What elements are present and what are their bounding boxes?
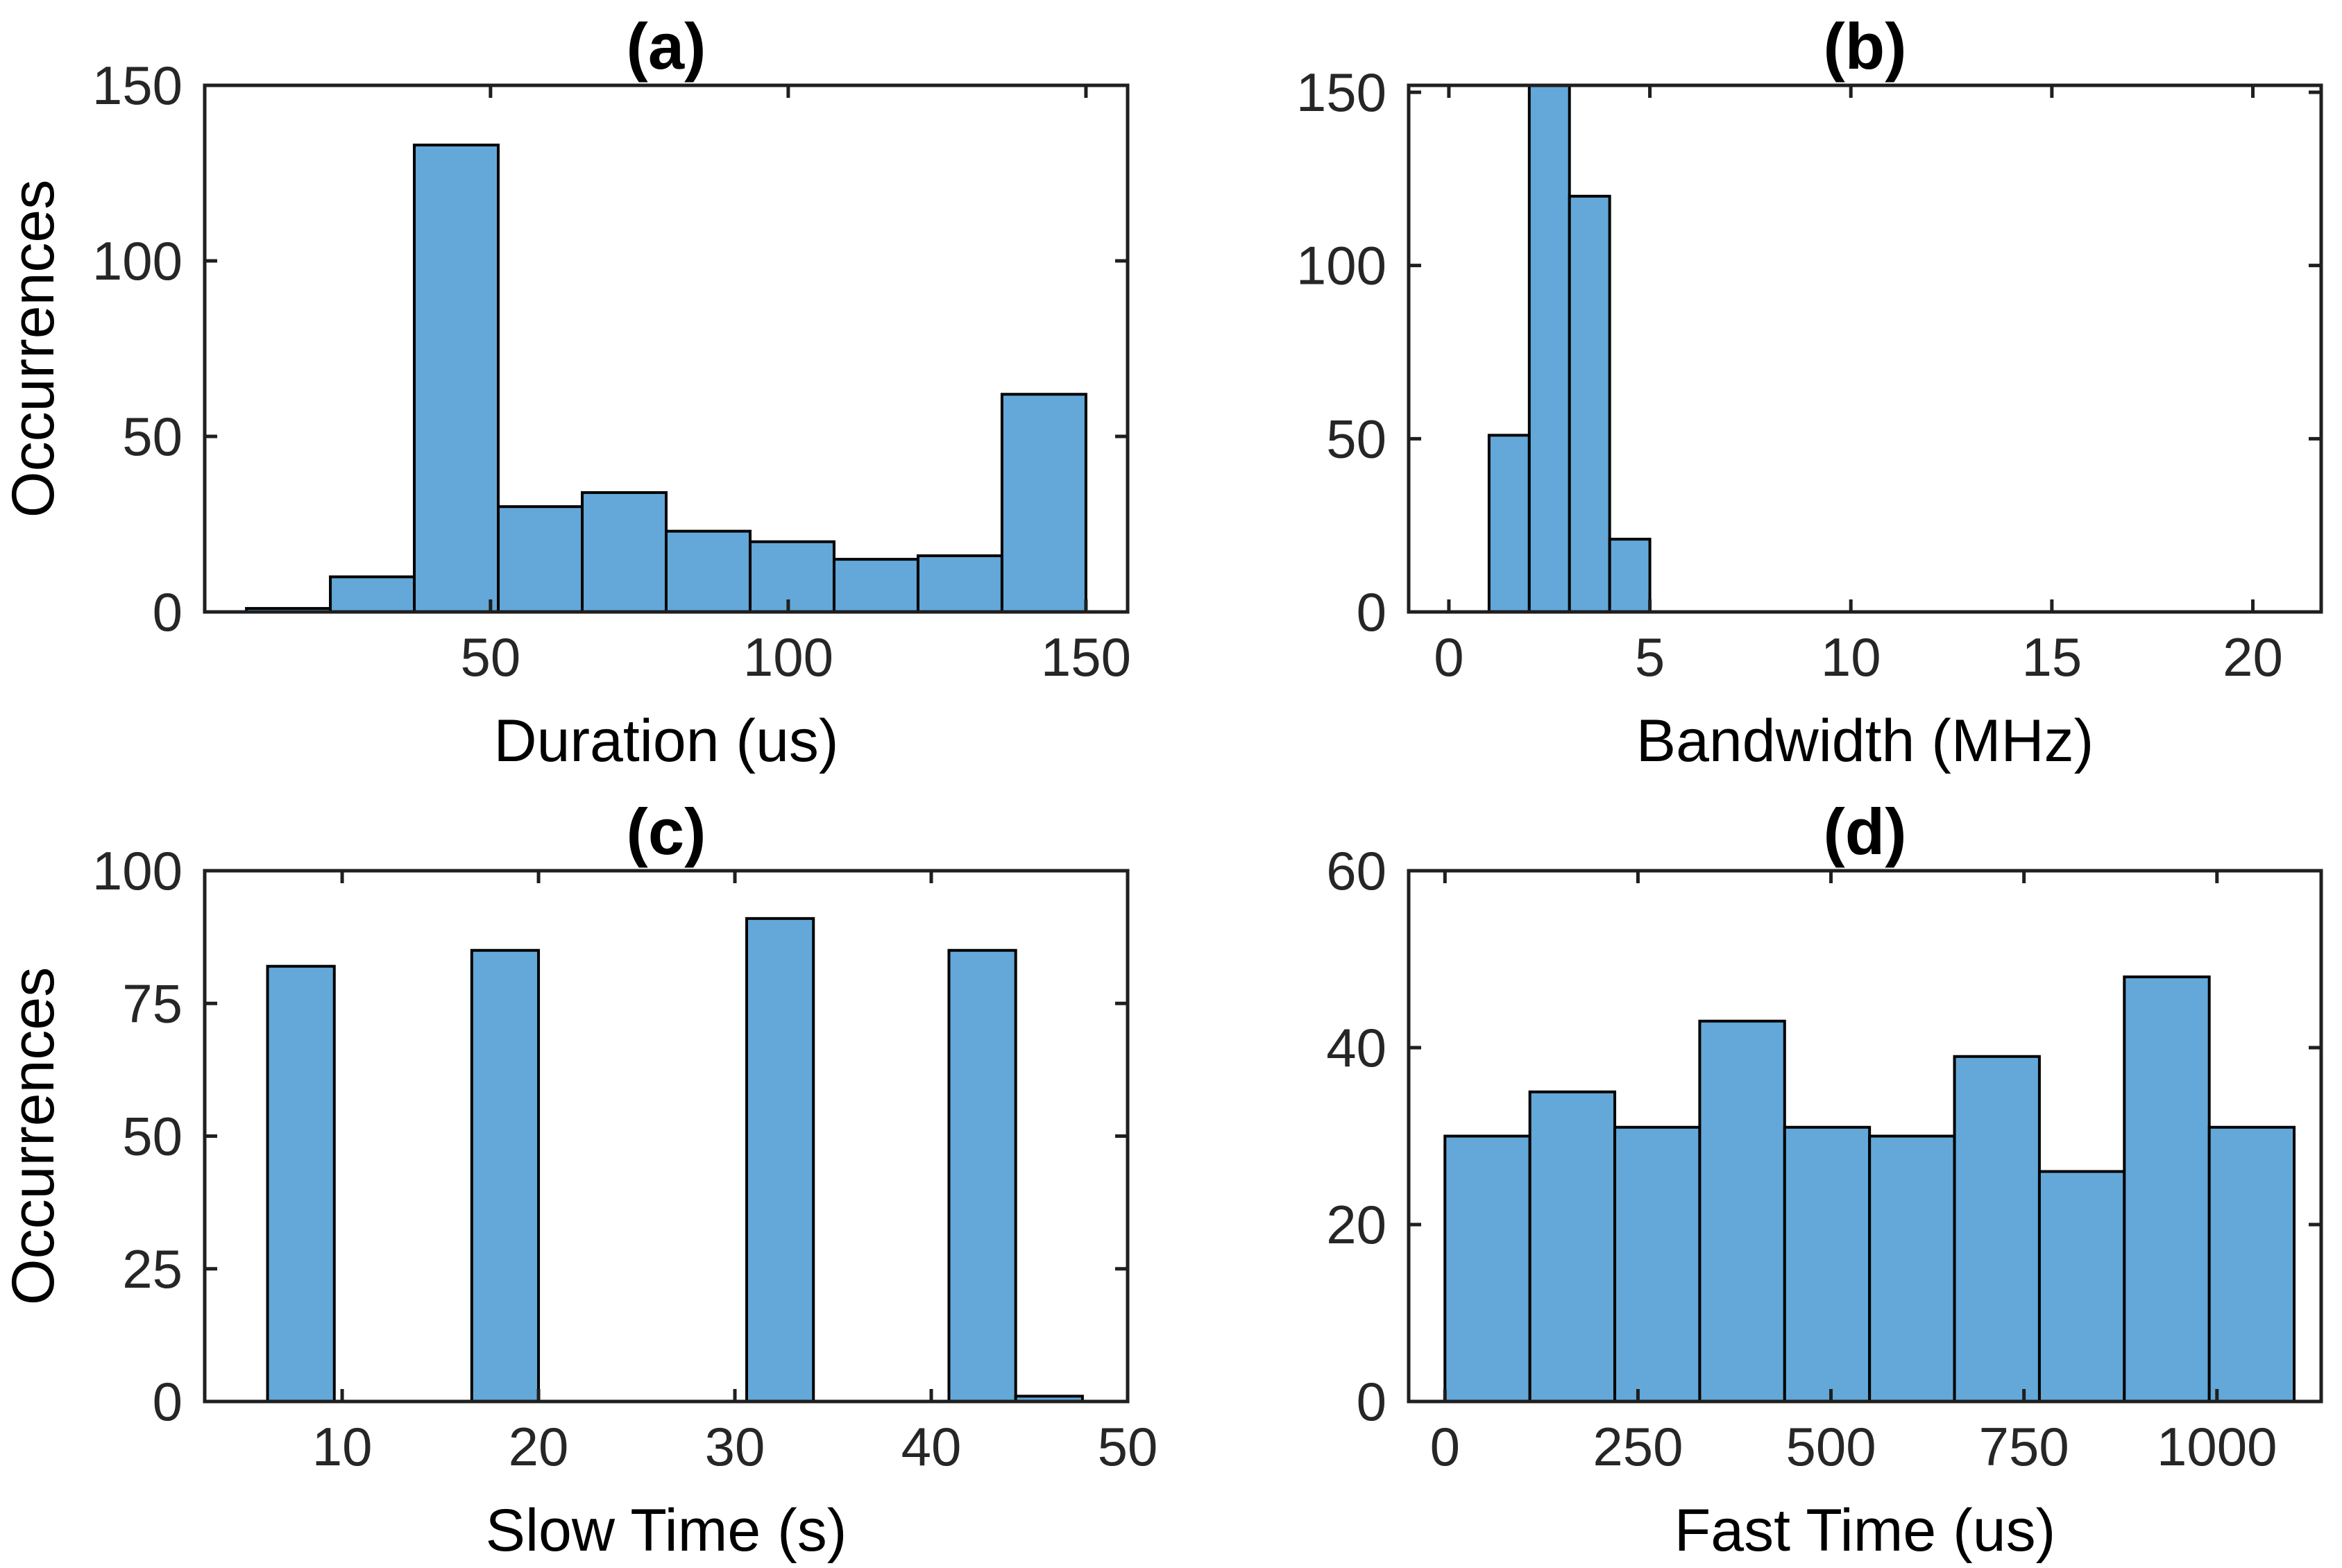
y-axis-label: Occurrences (0, 967, 67, 1306)
x-axis-label: Bandwidth (MHz) (1636, 708, 2094, 774)
y-tick-label: 100 (92, 840, 183, 901)
histogram-bar (1568, 194, 1611, 613)
x-tick-label: 500 (1785, 1416, 1876, 1477)
y-tick-label: 40 (1326, 1017, 1386, 1078)
x-axis-label: Fast Time (us) (1674, 1497, 2056, 1564)
histogram-bar (748, 540, 835, 613)
x-tick-label: 750 (1979, 1416, 2069, 1477)
x-tick-label: 50 (460, 627, 520, 688)
histogram-bar (1608, 538, 1652, 614)
subplot-c: 10 20 30 40 50 0 25 50 75 100 (c) Slow Time (s) Occu… (0, 795, 1157, 1564)
x-tick-label: 20 (2223, 627, 2283, 688)
subplot-b: 0 5 10 15 20 0 50 100 150 (b) Bandwidth (MHz) (1296, 10, 2323, 774)
x-tick-label: 150 (1041, 627, 1131, 688)
panel-title: (a) (627, 10, 706, 83)
histogram-bar (2037, 1170, 2126, 1403)
histogram-bar (1868, 1134, 1956, 1403)
histogram-bar (470, 948, 541, 1403)
histogram-bar (1528, 1090, 1617, 1403)
histogram-bar (1613, 1125, 1702, 1403)
y-tick-label: 20 (1326, 1194, 1386, 1255)
axes-frame (203, 83, 1130, 614)
x-tick-label: 100 (743, 627, 833, 688)
x-tick-label: 5 (1635, 627, 1665, 688)
panel-title: (c) (627, 795, 706, 868)
histogram-bar (2207, 1125, 2296, 1403)
histogram-bar (1698, 1019, 1786, 1403)
y-tick-label: 0 (1357, 581, 1386, 642)
axes-frame (1407, 83, 2323, 614)
y-tick-label: 0 (153, 581, 183, 642)
histogram-bar (665, 529, 752, 613)
x-tick-label: 0 (1434, 627, 1463, 688)
x-tick-label: 40 (901, 1416, 962, 1477)
y-tick-label: 50 (1326, 408, 1386, 469)
subplot-d: 0 250 500 750 1000 0 20 40 60 (d) Fast Time (us) (1326, 795, 2323, 1564)
histogram-bar (1487, 434, 1531, 613)
y-tick-label: 0 (1357, 1371, 1386, 1432)
x-tick-label: 20 (509, 1416, 569, 1477)
y-tick-label: 25 (122, 1238, 183, 1299)
x-axis-label: Slow Time (s) (486, 1497, 847, 1564)
x-tick-label: 30 (705, 1416, 765, 1477)
subplot-a: 50 100 150 0 50 100 150 (a) Duration (us) Occurre… (0, 10, 1131, 774)
x-tick-label: 0 (1430, 1416, 1460, 1477)
histogram-bar (413, 144, 500, 613)
axes-frame (1407, 869, 2323, 1404)
x-axis-label: Duration (us) (493, 708, 838, 774)
y-tick-label: 60 (1326, 840, 1386, 901)
y-tick-label: 100 (92, 230, 183, 291)
x-tick-label: 10 (1821, 627, 1881, 688)
histogram-bar (916, 554, 1003, 613)
histogram-bar (1527, 84, 1571, 613)
y-tick-label: 50 (122, 1106, 183, 1167)
histogram-bar (1783, 1125, 1872, 1403)
y-axis-label: Occurrences (0, 180, 67, 518)
x-tick-label: 1000 (2157, 1416, 2277, 1477)
histogram-bar (329, 575, 416, 614)
panel-title: (d) (1823, 795, 1906, 868)
histogram-bar (581, 491, 668, 614)
y-tick-label: 100 (1296, 235, 1386, 296)
histogram-bar (266, 964, 336, 1403)
y-tick-label: 50 (122, 406, 183, 467)
histogram-bar (497, 505, 584, 614)
y-tick-label: 0 (153, 1371, 183, 1432)
histogram-bar (745, 917, 815, 1403)
x-tick-label: 10 (312, 1416, 373, 1477)
x-tick-label: 250 (1593, 1416, 1683, 1477)
histogram-bar (832, 558, 919, 613)
histogram-bar (2123, 975, 2211, 1403)
y-tick-label: 150 (92, 55, 183, 116)
x-tick-label: 50 (1098, 1416, 1158, 1477)
y-tick-label: 75 (122, 973, 183, 1034)
histogram-bar (947, 948, 1017, 1403)
histogram-bar (1953, 1055, 2041, 1403)
y-tick-label: 150 (1296, 62, 1386, 123)
x-tick-label: 15 (2021, 627, 2082, 688)
panel-title: (b) (1823, 10, 1906, 83)
histogram-bar (1000, 393, 1087, 614)
histogram-bar (1443, 1134, 1531, 1403)
